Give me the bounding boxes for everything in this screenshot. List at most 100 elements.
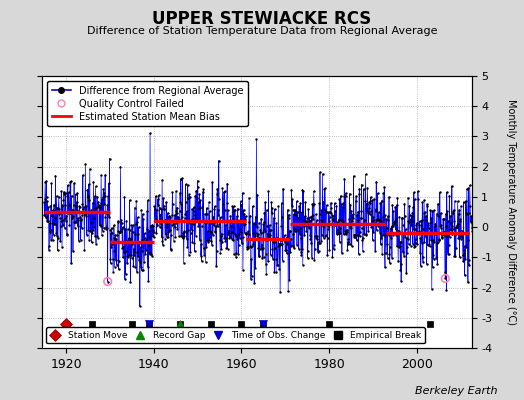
Point [410, 244, 419, 250]
Point [417, 263, 425, 269]
Point [301, 222, 309, 228]
Point [62, 218, 70, 225]
Point [64, 182, 72, 188]
Point [433, 238, 442, 245]
Text: Difference of Station Temperature Data from Regional Average: Difference of Station Temperature Data f… [87, 26, 437, 36]
Point [286, 228, 294, 234]
Point [418, 199, 427, 206]
Point [362, 171, 370, 178]
Point [254, 245, 263, 252]
Point [116, 229, 124, 235]
Point [316, 211, 324, 218]
Point [71, 191, 80, 197]
Point [369, 220, 378, 227]
Point [51, 172, 60, 179]
Point [370, 220, 379, 226]
Point [123, 253, 132, 260]
Point [469, 236, 477, 242]
Point [420, 239, 429, 245]
Point [93, 194, 101, 200]
Point [410, 196, 419, 202]
Point [223, 245, 232, 252]
Point [117, 228, 125, 234]
Point [421, 231, 429, 237]
Point [181, 211, 189, 218]
Point [461, 242, 469, 249]
Point [131, 231, 139, 238]
Point [188, 227, 196, 233]
Point [96, 203, 105, 210]
Point [234, 219, 243, 226]
Point [362, 230, 370, 237]
Point [143, 226, 151, 232]
Point [466, 203, 474, 209]
Point [422, 261, 431, 267]
Point [381, 264, 389, 270]
Point [221, 188, 229, 194]
Point [160, 206, 168, 212]
Point [404, 217, 412, 224]
Point [433, 260, 441, 267]
Point [254, 231, 262, 238]
Point [190, 248, 199, 254]
Point [451, 198, 459, 204]
Point [355, 190, 363, 197]
Point [433, 240, 441, 246]
Point [369, 214, 377, 220]
Point [336, 230, 345, 236]
Point [148, 253, 156, 259]
Point [348, 218, 357, 224]
Point [377, 218, 385, 225]
Point [79, 205, 88, 212]
Point [42, 213, 50, 220]
Point [171, 234, 180, 240]
Point [205, 199, 213, 206]
Point [293, 209, 301, 215]
Point [247, 276, 255, 282]
Point [182, 236, 191, 242]
Point [167, 232, 176, 238]
Point [249, 230, 257, 236]
Point [282, 247, 290, 253]
Point [118, 226, 126, 233]
Point [256, 234, 264, 241]
Point [195, 205, 203, 212]
Point [321, 207, 330, 213]
Point [248, 203, 257, 210]
Point [117, 220, 126, 227]
Point [350, 234, 358, 240]
Point [454, 221, 462, 228]
Point [137, 264, 145, 270]
Point [338, 216, 346, 222]
Point [54, 235, 62, 241]
Point [358, 224, 366, 231]
Point [174, 216, 183, 222]
Point [397, 239, 405, 245]
Point [71, 225, 79, 231]
Point [409, 204, 417, 210]
Point [208, 179, 216, 186]
Point [187, 230, 195, 236]
Point [112, 236, 121, 242]
Point [314, 248, 323, 254]
Point [336, 224, 344, 231]
Point [236, 198, 245, 204]
Point [416, 250, 424, 256]
Point [100, 225, 108, 231]
Point [82, 203, 90, 209]
Point [427, 219, 435, 226]
Point [300, 232, 309, 238]
Point [144, 263, 152, 270]
Point [462, 210, 471, 216]
Point [331, 208, 340, 214]
Point [458, 230, 467, 236]
Point [438, 235, 446, 242]
Point [462, 244, 471, 250]
Point [356, 228, 364, 235]
Point [389, 221, 398, 227]
Point [213, 186, 222, 192]
Point [239, 266, 247, 273]
Point [468, 231, 477, 238]
Point [342, 190, 350, 196]
Point [425, 243, 434, 250]
